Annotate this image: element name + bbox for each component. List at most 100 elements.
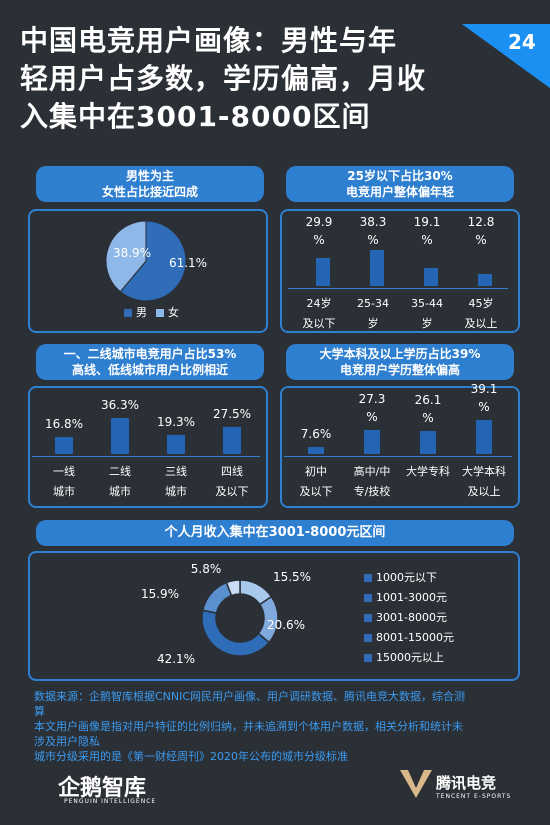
bar-category-label: 一线 城市 [36, 462, 92, 502]
bar-value-label: 27.3% [344, 390, 400, 426]
legend-male-swatch [124, 309, 132, 317]
tencent-esports-subtitle: TENCENT E-SPORTS [436, 793, 512, 800]
page-number-badge: 24 [458, 0, 550, 88]
bar-value-label: 7.6% [288, 425, 344, 443]
bar-category-text: 24岁 [306, 297, 332, 310]
bar-category-label: 25-34 岁 [346, 294, 400, 334]
page-title: 中国电竞用户画像：男性与年 轻用户占多数，学历偏高，月收 入集中在3001-80… [20, 22, 440, 136]
age-header-line-1: 25岁以下占比30% [347, 169, 453, 183]
bar-value-text: % [475, 233, 487, 247]
bar-category-text: 城市 [109, 485, 131, 498]
bar [476, 420, 492, 454]
footer-line-1: 数据来源：企鹅智库根据CNNIC网民用户画像、用户调研数据、腾讯电竞大数据，综合… [34, 690, 466, 703]
income-legend-swatch [364, 634, 372, 642]
corner-triangle [462, 24, 550, 88]
income-legend-label: 15000元以上 [376, 651, 444, 664]
title-line-2: 轻用户占多数，学历偏高，月收 [20, 62, 427, 95]
bar [167, 434, 185, 454]
bar [420, 431, 436, 454]
bar-category-text: 岁 [421, 317, 433, 330]
bar [223, 426, 241, 454]
footer-line-2: 算 [34, 705, 45, 718]
bar-value-text: % [421, 233, 433, 247]
income-legend-label: 1001-3000元 [376, 591, 447, 604]
bar-category-text: 城市 [53, 485, 75, 498]
income-header-text: 个人月收入集中在3001-8000元区间 [164, 525, 386, 540]
income-legend-label: 8001-15000元 [376, 631, 454, 644]
bar-value-label: 29.9% [292, 213, 346, 249]
bar-category-label: 四线 及以下 [204, 462, 260, 502]
title-line-1: 中国电竞用户画像：男性与年 [20, 24, 398, 57]
age-header-line-2: 电竞用户整体偏年轻 [345, 185, 454, 199]
pie-slice-male [119, 220, 187, 302]
edu-header-line-2: 电竞用户学历整体偏高 [339, 363, 460, 377]
penguin-logo-subtitle: PENGUIN INTELLIGENCE [64, 798, 157, 805]
bar [364, 430, 380, 454]
bar-value-text: 27.3 [358, 392, 386, 407]
bar-value-text: 36.3% [100, 398, 140, 412]
legend-male-label: 男 [136, 306, 147, 319]
tencent-esports-logo: 腾讯电竞 [436, 774, 497, 792]
bar-category-text: 高中/中 [353, 465, 391, 478]
pie-label-female: 38.9% [113, 246, 151, 260]
gender-header-line-1: 男性为主 [125, 169, 174, 183]
bar-category-text: 初中 [305, 465, 327, 478]
bar-value-text: 16.8% [44, 417, 84, 432]
bar-value-text: % [422, 411, 434, 426]
donut-value-label: 42.1% [157, 652, 195, 666]
bar-category-text: 45岁 [468, 297, 494, 310]
footer-line-3: 本文用户画像是指对用户特征的比例归纳，并未追溯到个体用户数据，相关分析和统计未 [34, 720, 463, 733]
bar-category-label: 三线 城市 [148, 462, 204, 502]
bar-category-text: 及以下 [299, 485, 333, 498]
bar-value-text: 38.3 [359, 215, 387, 229]
bar-category-text: 二线 [109, 465, 131, 478]
edu-header: 大学本科及以上学历占比39% 电竞用户学历整体偏高 [286, 344, 514, 380]
bar [370, 250, 384, 286]
bar-category-label: 高中/中专/技校 [344, 462, 400, 502]
bar-category-text: 及以上 [464, 317, 498, 330]
bar-category-text: 及以下 [302, 317, 336, 330]
bar-category-text: 城市 [165, 485, 187, 498]
bar-value-text: 27.5% [212, 406, 252, 421]
bar-category-label: 45岁及以上 [454, 294, 508, 334]
bar-category-text: 三线 [165, 465, 187, 478]
gender-pie-chart: 61.1% 38.9% [105, 220, 207, 302]
donut-value-label: 15.9% [141, 587, 179, 601]
footer-notes: 数据来源：企鹅智库根据CNNIC网民用户画像、用户调研数据、腾讯电竞大数据，综合… [34, 689, 524, 764]
donut-slice [225, 579, 241, 597]
bar [478, 273, 492, 286]
income-legend-swatch [364, 654, 372, 662]
bar-value-text: % [313, 233, 325, 247]
bar-category-text: 大学专科 [406, 465, 450, 478]
bar-baseline [32, 456, 260, 457]
gender-panel: 61.1% 38.9% 男 女 [28, 209, 268, 333]
bar-category-text [400, 482, 456, 502]
bar-value-text: 7.6% [300, 427, 332, 442]
bar-category-text: 及以上 [467, 485, 501, 498]
bar-value-label: 19.3% [148, 413, 204, 431]
bar-value-label: 16.8% [36, 415, 92, 433]
bar-category-label: 24岁及以下 [292, 294, 346, 334]
bar-value-label: 39.1% [456, 380, 512, 416]
bar-category-label: 大学专科 [400, 462, 456, 502]
bar-value-label: 38.3% [346, 213, 400, 249]
pie-label-male: 61.1% [169, 256, 207, 270]
bar [308, 447, 324, 454]
gender-header: 男性为主 女性占比接近四成 [36, 166, 264, 202]
city-header-line-2: 高线、低线城市用户比例相近 [71, 363, 228, 377]
legend-female-swatch [156, 309, 164, 317]
legend-female-label: 女 [168, 306, 179, 319]
bar-baseline [288, 288, 508, 289]
bar-value-text: % [366, 410, 378, 425]
donut-value-label: 20.6% [267, 618, 305, 632]
bar-value-text: 12.8 [467, 215, 495, 229]
city-panel: 16.8% 一线 城市 36.3% 二线城市 19.3% 三线城市 27.5% 四线 及以下 [28, 386, 268, 508]
bar [424, 268, 438, 286]
age-header: 25岁以下占比30% 电竞用户整体偏年轻 [286, 166, 514, 202]
bar-category-label: 大学本科 及以上 [456, 462, 512, 502]
penguin-logo: 企鹅智库 [58, 776, 147, 801]
income-panel: 15.5% 20.6% 42.1% 15.9% 5.8% 1000元以下 1001-300… [28, 551, 520, 681]
bar-baseline [284, 456, 512, 457]
bar-value-text: 39.1 [470, 382, 498, 396]
bar-category-text: 专/技校 [353, 485, 391, 498]
